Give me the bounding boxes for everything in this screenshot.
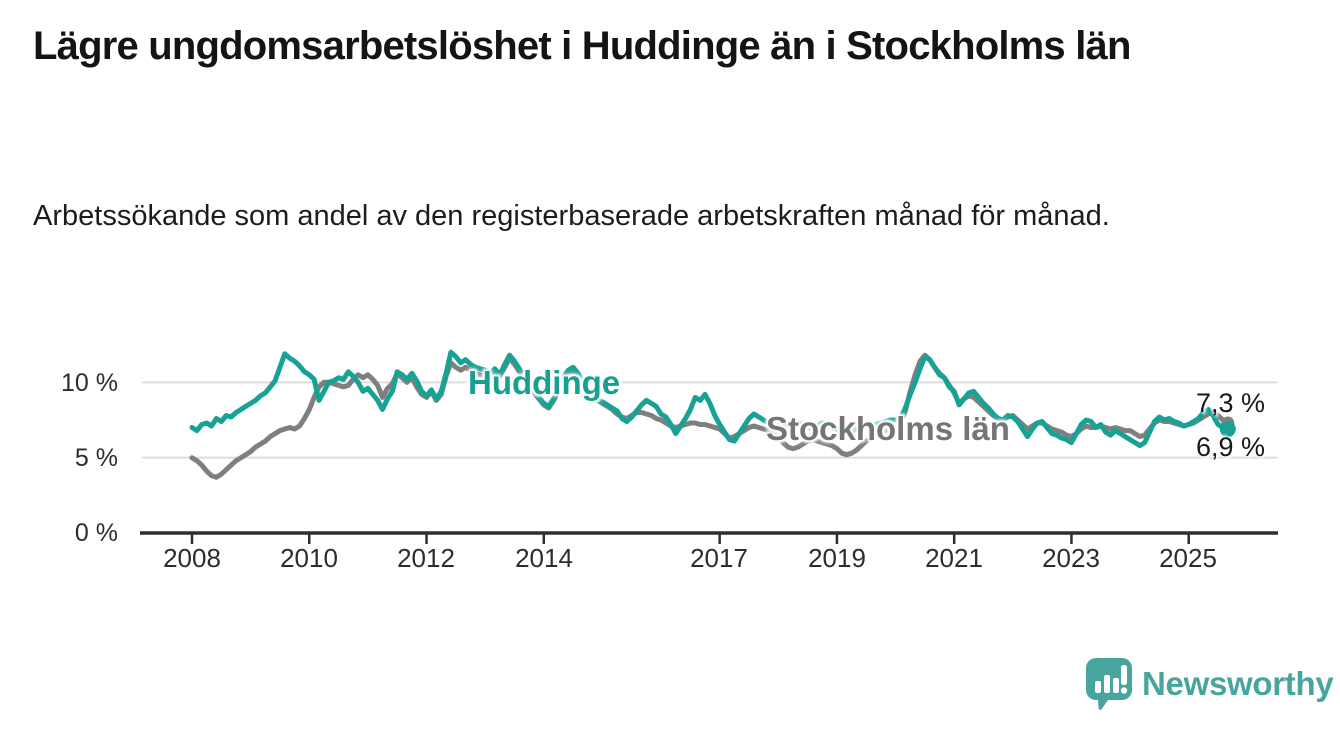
y-tick-label-5: 5 % xyxy=(74,444,118,472)
x-tick-label-2025: 2025 xyxy=(1159,543,1217,573)
x-tick-label-2010: 2010 xyxy=(280,543,338,573)
x-tick-label-2021: 2021 xyxy=(925,543,983,573)
y-tick-label-10: 10 % xyxy=(61,369,118,397)
newsworthy-wordmark: Newsworthy xyxy=(1142,665,1334,702)
x-tick-label-2014: 2014 xyxy=(515,543,573,573)
series-label-huddinge: Huddinge xyxy=(468,364,621,401)
end-value-label-stockholms-lan: 7,3 % xyxy=(1196,388,1266,418)
x-tick-label-2017: 2017 xyxy=(690,543,748,573)
x-tick-label-2012: 2012 xyxy=(397,543,455,573)
newsworthy-logo-icon xyxy=(1086,658,1132,710)
newsworthy-brand: Newsworthy xyxy=(1086,658,1334,710)
x-tick-label-2019: 2019 xyxy=(808,543,866,573)
chart-subtitle: Arbetssökande som andel av den registerb… xyxy=(33,200,1110,232)
series-label-stockholms-lan: Stockholms län xyxy=(766,410,1010,447)
y-tick-label-0: 0 % xyxy=(74,519,118,547)
chart-title: Lägre ungdomsarbetslöshet i Huddinge än … xyxy=(33,24,1131,68)
x-tick-label-2008: 2008 xyxy=(163,543,221,573)
end-value-label-huddinge: 6,9 % xyxy=(1196,432,1266,462)
x-tick-label-2023: 2023 xyxy=(1042,543,1100,573)
